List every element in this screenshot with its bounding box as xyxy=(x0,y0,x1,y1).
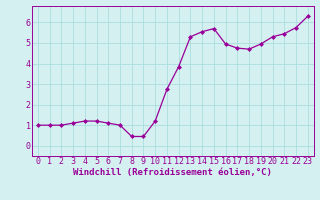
X-axis label: Windchill (Refroidissement éolien,°C): Windchill (Refroidissement éolien,°C) xyxy=(73,168,272,177)
